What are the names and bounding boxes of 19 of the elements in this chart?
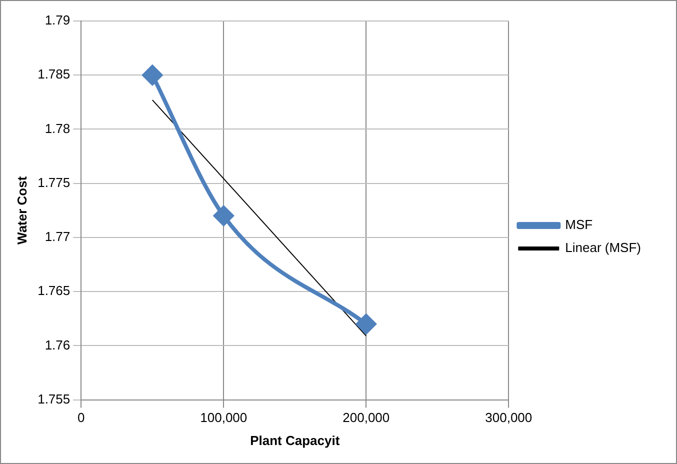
legend-label: Linear (MSF): [565, 240, 642, 256]
y-tick-label: 1.785: [38, 66, 70, 82]
x-tick-label: 200,000: [342, 410, 390, 426]
y-tick-label: 1.79: [44, 12, 70, 28]
y-tick-label: 1.76: [44, 337, 70, 352]
y-tick-label: 1.77: [44, 229, 70, 244]
x-tick-label: 300,000: [485, 410, 532, 426]
x-axis-title: Plant Capacyit: [250, 432, 340, 448]
y-axis-title: Water Cost: [14, 176, 30, 244]
point: [142, 65, 162, 86]
legend-label: MSF: [565, 217, 593, 232]
y-tick-label: 1.775: [38, 174, 70, 190]
y-tick-label: 1.755: [38, 391, 70, 406]
x-tick-label: 100,000: [200, 410, 248, 426]
point: [356, 314, 376, 334]
x-tick-label: 0: [78, 410, 85, 426]
point: [214, 206, 234, 226]
y-tick-label: 1.765: [38, 283, 70, 298]
y-tick-label: 1.78: [44, 120, 70, 136]
